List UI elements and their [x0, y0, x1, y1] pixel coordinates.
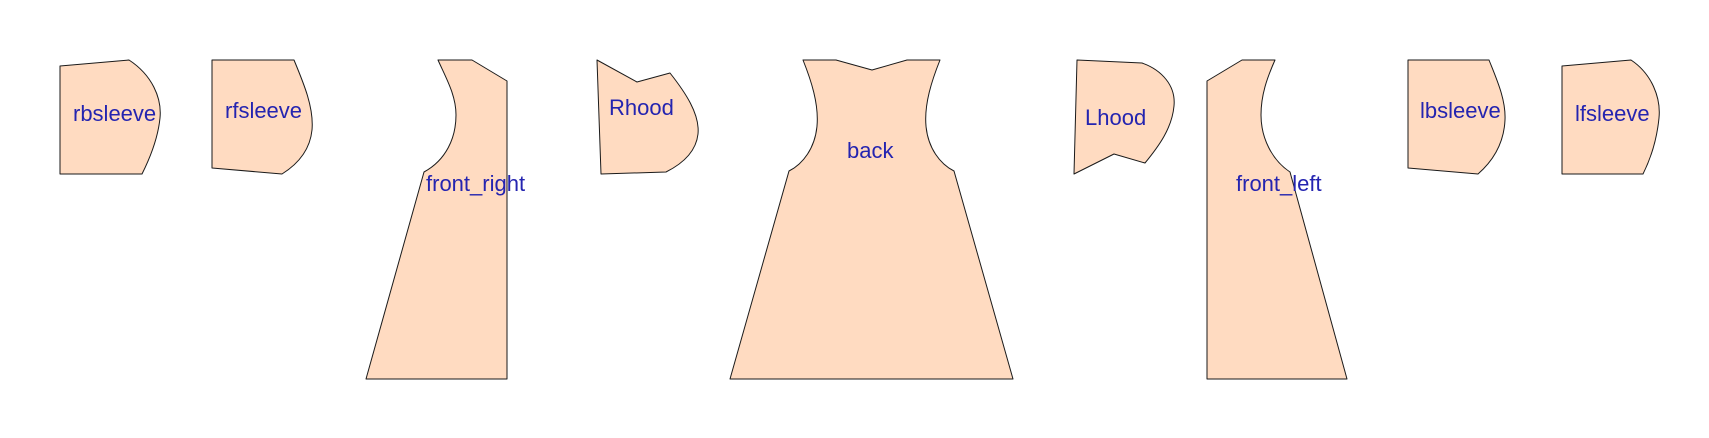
- lhood-shape: [1073, 59, 1175, 175]
- lfsleeve-label: lfsleeve: [1575, 101, 1650, 126]
- rhood-label: Rhood: [609, 95, 674, 120]
- piece-lhood: Lhood: [1073, 59, 1175, 175]
- rbsleeve-label: rbsleeve: [73, 101, 156, 126]
- front-left-shape: [1206, 59, 1348, 380]
- lbsleeve-label: lbsleeve: [1420, 98, 1501, 123]
- piece-rbsleeve: rbsleeve: [59, 59, 161, 175]
- rbsleeve-shape: [59, 59, 161, 175]
- piece-back: back: [729, 59, 1014, 380]
- lfsleeve-shape: [1561, 59, 1660, 175]
- front-right-shape: [365, 59, 508, 380]
- front-right-label: front_right: [426, 171, 525, 196]
- lhood-label: Lhood: [1085, 105, 1146, 130]
- piece-front-left: front_left: [1206, 59, 1348, 380]
- rfsleeve-label: rfsleeve: [225, 98, 302, 123]
- piece-lbsleeve: lbsleeve: [1407, 59, 1506, 175]
- piece-rfsleeve: rfsleeve: [211, 59, 313, 175]
- piece-front-right: front_right: [365, 59, 525, 380]
- front-left-label: front_left: [1236, 171, 1322, 196]
- piece-rhood: Rhood: [596, 59, 699, 175]
- piece-lfsleeve: lfsleeve: [1561, 59, 1660, 175]
- back-shape: [729, 59, 1014, 380]
- rfsleeve-shape: [211, 59, 313, 175]
- rhood-shape: [596, 59, 699, 175]
- lbsleeve-shape: [1407, 59, 1506, 175]
- back-label: back: [847, 138, 894, 163]
